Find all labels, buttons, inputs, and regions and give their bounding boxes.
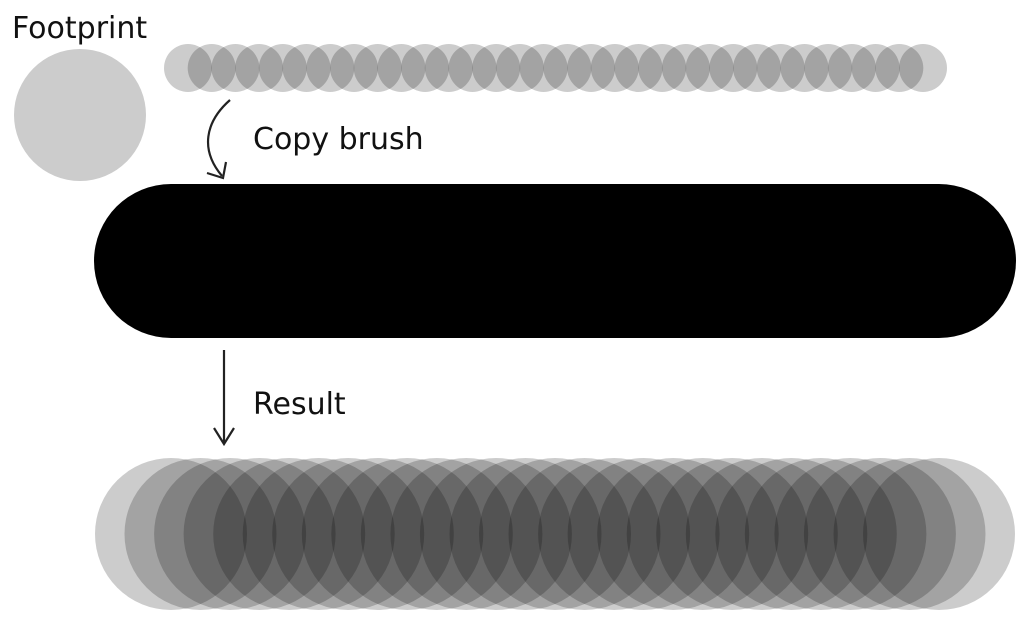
footprint-circle [14,49,146,181]
footprint-dab [567,44,616,92]
footprint-dab [258,44,307,92]
result-stamp [331,458,484,610]
result-stamp [656,458,809,610]
footprint-dab [709,44,758,92]
footprint-label: Footprint [12,11,147,46]
footprint-dab [187,44,236,92]
footprint-dab-row [164,44,947,92]
footprint-dab [211,44,260,92]
footprint-dab [875,44,924,92]
brush-stroke [94,184,1016,338]
result-label: Result [253,387,346,422]
footprint-dab [804,44,853,92]
footprint-dab [638,44,687,92]
result-stamp [154,458,307,610]
footprint-dab [827,44,876,92]
result-stamp [95,458,247,610]
footprint-dab [661,44,710,92]
result-stamp [124,458,277,610]
result-stamp [567,458,720,610]
result-stamp [242,458,395,610]
footprint-dab [851,44,900,92]
result-stamp [272,458,425,610]
result-stamp [538,458,691,610]
footprint-dab [306,44,355,92]
footprint-dab [495,44,544,92]
result-stamp [715,458,868,610]
result-stamp [833,458,986,610]
footprint-dab [472,44,521,92]
copy-brush-arrow [207,99,231,177]
footprint-dab [401,44,450,92]
result-stamp [213,458,366,610]
footprint-dab [614,44,663,92]
result-stamp [626,458,779,610]
result-arrowhead [213,427,235,447]
footprint-dab [282,44,331,92]
footprint-dab [448,44,497,92]
footprint-dab [780,44,829,92]
result-stamp [744,458,897,610]
copy-brush-arrowhead [206,161,228,180]
result-stamp [774,458,927,610]
footprint-dab [424,44,473,92]
result-stamp [597,458,750,610]
footprint-dab [519,44,568,92]
result-stamp [390,458,543,610]
footprint-dab [685,44,734,92]
result-stamp [419,458,572,610]
result-stroke [95,458,1015,610]
result-stamp [863,458,1015,610]
footprint-dab [590,44,639,92]
footprint-dab [377,44,426,92]
result-stamp [183,458,336,610]
result-stamp [803,458,956,610]
result-stamp [685,458,838,610]
result-stamp [301,458,454,610]
copy-brush-label: Copy brush [253,122,424,157]
footprint-dab [756,44,805,92]
footprint-dab [330,44,378,92]
footprint-dab [899,44,947,92]
footprint-dab [353,44,402,92]
footprint-dab [733,44,781,92]
result-stamp [360,458,513,610]
result-stamp [479,458,631,610]
result-stamp [508,458,661,610]
footprint-dab [164,44,212,92]
footprint-dab [235,44,284,92]
footprint-dab [543,44,592,92]
result-stamp [449,458,602,610]
